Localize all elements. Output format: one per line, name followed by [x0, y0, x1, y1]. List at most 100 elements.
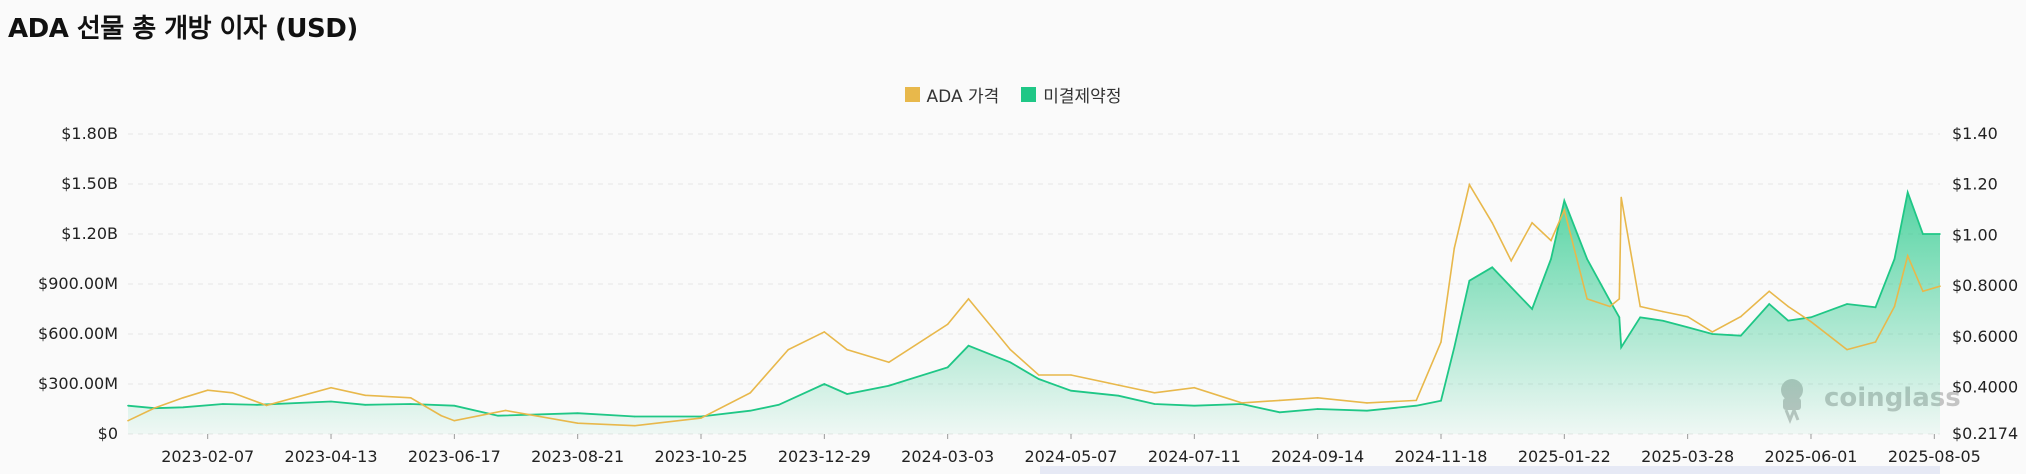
data-point-open-interest: [946, 366, 949, 369]
x-axis: 2023-02-07 2023-04-13 2023-06-17 2023-08-21…: [161, 434, 1981, 466]
data-point-open-interest: [1739, 334, 1742, 337]
data-point-open-interest: [1316, 408, 1319, 410]
data-point-open-interest: [1009, 361, 1012, 364]
data-point-open-interest: [127, 404, 129, 407]
legend-label-price: ADA 가격: [926, 87, 1000, 107]
data-point-price: [1893, 305, 1896, 308]
data-point-open-interest: [1686, 326, 1689, 329]
data-point-open-interest: [1117, 394, 1120, 397]
data-point-open-interest: [576, 412, 579, 414]
data-point-open-interest: [1491, 266, 1494, 269]
data-point-open-interest: [453, 404, 456, 407]
x-tick-label: 2023-10-25: [655, 447, 748, 466]
x-tick-label: 2023-12-29: [778, 447, 871, 466]
x-tick-label: 2023-04-13: [285, 447, 378, 466]
right-y-tick-label: $1.20: [1952, 175, 1998, 194]
left-y-tick-label: $1.50B: [61, 174, 118, 193]
left-y-tick-label: $600.00M: [38, 324, 118, 343]
x-tick-label: 2024-03-03: [901, 447, 994, 466]
data-point-price: [1009, 348, 1012, 351]
x-tick-label: 2023-08-21: [531, 447, 624, 466]
data-point-open-interest: [749, 409, 752, 412]
right-y-tick-label: $0.4000: [1952, 378, 2018, 397]
data-point-price: [1768, 290, 1771, 293]
data-point-open-interest: [1810, 316, 1812, 319]
legend-label-open-interest: 미결제약정: [1043, 87, 1122, 107]
data-point-price: [1810, 320, 1812, 323]
x-tick-label: 2023-06-17: [408, 447, 501, 466]
data-point-open-interest: [1768, 303, 1771, 305]
data-point-open-interest: [1787, 319, 1790, 322]
open-interest-area: [128, 192, 1940, 434]
data-point-open-interest: [1939, 233, 1941, 235]
data-point-price: [1586, 298, 1588, 300]
data-point-open-interest: [1620, 346, 1623, 349]
data-point-price: [127, 419, 129, 422]
data-point-open-interest: [1510, 286, 1512, 289]
left-y-tick-label: $300.00M: [38, 374, 118, 393]
x-tick-label: 2024-11-18: [1394, 447, 1487, 466]
data-point-price: [206, 389, 209, 392]
data-point-price: [364, 394, 366, 397]
data-point-open-interest: [633, 415, 636, 418]
data-point-open-interest: [1662, 319, 1664, 322]
left-y-tick-label: $0: [98, 424, 118, 443]
data-point-open-interest: [409, 403, 412, 405]
data-point-open-interest: [823, 383, 826, 385]
data-point-open-interest: [222, 403, 224, 405]
right-y-tick-label: $0.6000: [1952, 327, 2018, 346]
left-y-axis: $0 $300.00M $600.00M $900.00M $1.20B $1.50B $1…: [38, 124, 118, 443]
data-point-price: [1939, 285, 1941, 288]
right-y-tick-label: $0.2174: [1952, 424, 2018, 443]
data-points: [127, 183, 1941, 427]
legend-item-price[interactable]: ADA 가격: [904, 82, 1000, 107]
x-tick-label: 2025-03-28: [1641, 447, 1734, 466]
data-point-price: [409, 397, 412, 399]
data-point-price: [1366, 402, 1368, 404]
data-point-price: [1639, 305, 1642, 308]
data-point-price: [182, 397, 184, 399]
data-point-price: [1739, 315, 1742, 318]
data-point-price: [576, 422, 579, 424]
data-point-price: [231, 391, 234, 394]
x-tick-label: 2024-09-14: [1271, 447, 1364, 466]
data-point-price: [823, 331, 826, 333]
data-point-open-interest: [1415, 404, 1418, 407]
data-point-price: [1415, 399, 1418, 402]
data-point-open-interest: [364, 404, 366, 406]
right-y-axis: $0.2174 $0.4000 $0.6000 $0.8000 $1.00 $1.20 $1…: [1952, 124, 2018, 443]
data-point-price: [1316, 397, 1319, 399]
data-point-open-interest: [1639, 316, 1642, 319]
time-range-slider[interactable]: [1040, 466, 1940, 474]
legend-item-open-interest[interactable]: 미결제약정: [1021, 82, 1121, 107]
data-point-open-interest: [1906, 191, 1909, 194]
data-point-price: [330, 386, 332, 389]
x-tick-label: 2025-08-05: [1888, 447, 1981, 466]
data-point-price: [1193, 386, 1196, 389]
data-point-open-interest: [182, 406, 184, 409]
data-point-price: [700, 417, 702, 419]
data-point-price: [1278, 399, 1281, 402]
legend-swatch-open-interest: [1021, 87, 1037, 102]
data-point-open-interest: [1453, 346, 1456, 349]
data-point-price: [153, 407, 156, 409]
data-point-open-interest: [1240, 403, 1243, 405]
data-point-price: [967, 298, 970, 300]
left-y-tick-label: $900.00M: [38, 274, 118, 293]
data-point-price: [1453, 247, 1456, 249]
data-point-open-interest: [1193, 404, 1196, 407]
x-tick-label: 2025-06-01: [1764, 447, 1857, 466]
data-point-price: [787, 348, 790, 351]
left-y-tick-label: $1.80B: [61, 124, 118, 143]
data-point-price: [1037, 374, 1040, 376]
data-point-open-interest: [1440, 399, 1442, 402]
chart-legend: ADA 가격 미결제약정: [0, 82, 2026, 107]
x-tick-label: 2024-07-11: [1148, 447, 1241, 466]
x-tick-label: 2023-02-07: [161, 447, 254, 466]
data-point-open-interest: [1153, 403, 1156, 405]
left-y-tick-label: $1.20B: [61, 224, 118, 243]
data-point-price: [1440, 341, 1442, 343]
data-point-price: [1922, 290, 1924, 293]
data-point-price: [1117, 384, 1120, 386]
